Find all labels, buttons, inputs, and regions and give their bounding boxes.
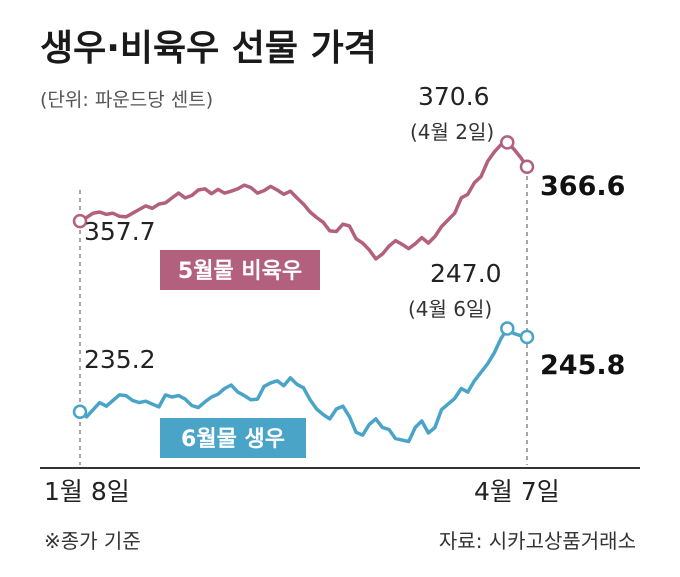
feeder-cattle-end-marker xyxy=(519,159,535,175)
feeder-cattle-start-marker xyxy=(72,213,88,229)
feeder-cattle-peak-date: (4월 2일) xyxy=(410,120,494,144)
feeder-cattle-peak-label: 370.6 xyxy=(418,82,490,111)
feeder-cattle-line xyxy=(79,140,529,261)
live-cattle-peak-label: 247.0 xyxy=(430,259,502,288)
live-cattle-peak-date: (4월 6일) xyxy=(408,297,492,321)
source-note: 자료: 시카고상품거래소 xyxy=(439,529,636,553)
footnote: ※종가 기준 xyxy=(44,529,141,553)
x-axis-start-label: 1월 8일 xyxy=(44,477,130,506)
live-cattle-badge-text: 6월물 생우 xyxy=(181,427,285,452)
feeder-cattle-badge xyxy=(160,250,320,290)
live-cattle-line xyxy=(78,326,528,444)
series-live-cattle xyxy=(72,321,535,444)
live-cattle-end-label: 245.8 xyxy=(540,350,625,381)
feeder-cattle-peak-marker xyxy=(500,135,515,150)
chart-subtitle: (단위: 파운드당 센트) xyxy=(40,89,213,111)
feeder-cattle-end-label: 366.6 xyxy=(540,171,625,202)
live-cattle-end-marker xyxy=(519,329,535,345)
live-cattle-peak-marker xyxy=(500,321,515,336)
feeder-cattle-start-label: 357.7 xyxy=(84,217,156,246)
live-cattle-start-marker xyxy=(72,404,88,420)
live-cattle-badge xyxy=(160,418,306,458)
feeder-cattle-badge-text: 5월물 비육우 xyxy=(178,259,302,284)
series-feeder-cattle xyxy=(72,135,535,261)
chart-title: 생우·비육우 선물 가격 xyxy=(40,28,377,69)
live-cattle-start-label: 235.2 xyxy=(84,345,156,374)
x-axis-end-label: 4월 7일 xyxy=(474,477,560,506)
